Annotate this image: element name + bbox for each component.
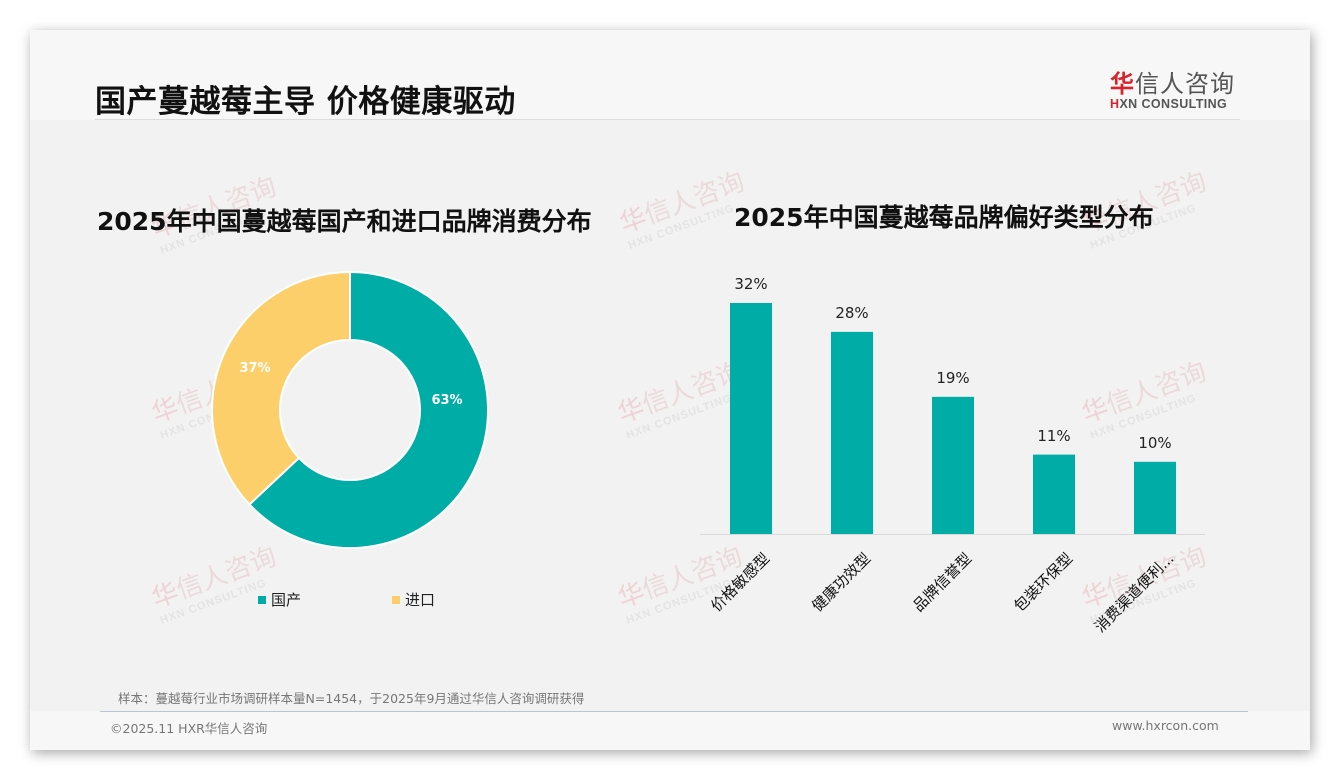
logo-english: HXN CONSULTING	[1110, 97, 1245, 111]
bar-chart-title: 2025年中国蔓越莓品牌偏好类型分布	[734, 203, 1154, 232]
source-note: 样本：蔓越莓行业市场调研样本量N=1454，于2025年9月通过华信人咨询调研获…	[118, 691, 585, 706]
bar	[1134, 461, 1176, 534]
bar	[932, 396, 974, 534]
bar-value-label: 32%	[734, 275, 768, 293]
logo-char-hua: 华	[1110, 70, 1135, 98]
bar-chart	[700, 303, 1205, 535]
legend-swatch-yellow	[392, 595, 400, 604]
legend-label: 进口	[405, 591, 436, 609]
footer-band	[30, 711, 1310, 750]
donut-slice-import	[211, 270, 351, 506]
logo-chinese-rest: 信人咨询	[1135, 70, 1235, 98]
legend-swatch-teal	[258, 595, 266, 604]
website-link[interactable]: www.hxrcon.com	[1112, 718, 1219, 733]
donut-label-domestic: 63%	[431, 393, 463, 408]
bar-value-label: 28%	[835, 303, 869, 322]
logo-mark-icon: H	[1110, 97, 1120, 111]
logo-english-rest: XN CONSULTING	[1119, 97, 1228, 111]
bar-value-label: 19%	[936, 368, 970, 387]
legend-item-domestic: 国产	[258, 589, 301, 610]
donut-slice-domestic	[247, 270, 489, 549]
bar	[1033, 454, 1075, 534]
bar-value-label: 10%	[1138, 433, 1172, 452]
bar-value-label: 11%	[1037, 426, 1071, 445]
slide: 华信人咨询 HXN CONSULTING 华信人咨询 HXN CONSULTING 华信…	[30, 30, 1310, 750]
legend-label: 国产	[271, 591, 302, 609]
brand-logo: 华信人咨询 HXN CONSULTING	[1110, 64, 1245, 111]
bar	[831, 331, 873, 534]
page-title: 国产蔓越莓主导 价格健康驱动	[95, 84, 516, 120]
logo-chinese: 华信人咨询	[1110, 64, 1245, 99]
legend-item-import: 进口	[392, 589, 435, 610]
bar	[730, 303, 772, 534]
copyright: ©2025.11 HXR华信人咨询	[110, 721, 268, 736]
donut-chart	[211, 270, 489, 549]
donut-label-import: 37%	[239, 361, 271, 376]
footer-divider	[100, 711, 1248, 712]
header-band	[30, 30, 1310, 120]
donut-chart-title: 2025年中国蔓越莓国产和进口品牌消费分布	[97, 207, 592, 236]
header-divider	[95, 119, 1240, 120]
